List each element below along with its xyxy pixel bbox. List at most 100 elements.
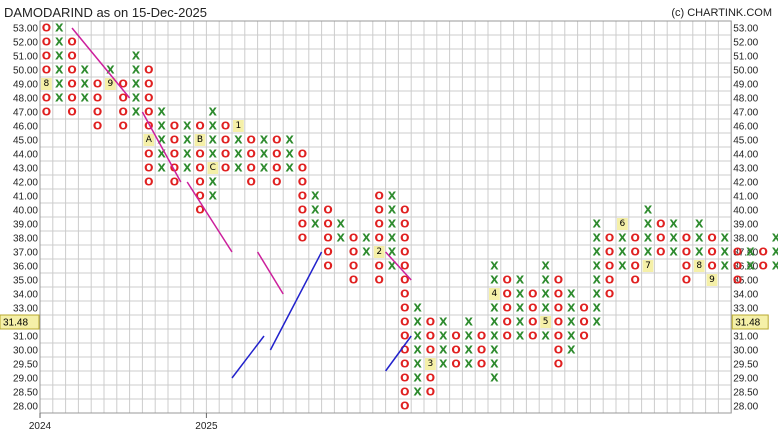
x-box: X [55, 36, 64, 49]
x-box: X [465, 358, 474, 371]
grid [39, 20, 732, 414]
o-box: O [93, 78, 102, 91]
month-marker-bg [143, 134, 155, 146]
month-marker: 2 [376, 247, 382, 257]
x-box: X [618, 232, 627, 245]
x-box: X [644, 218, 653, 231]
o-box: O [426, 344, 435, 357]
y-tick-label-right: 51.00 [733, 52, 758, 63]
x-box: X [285, 148, 294, 161]
x-box: X [721, 246, 730, 259]
o-box: O [503, 274, 512, 287]
y-tick-label-left: 30.00 [13, 346, 38, 357]
x-box: X [541, 260, 550, 273]
month-marker-bg [642, 260, 654, 272]
x-box: X [490, 274, 499, 287]
y-axis-right: 53.00 52.00 51.00 50.00 49.00 48.00 47.00 46.00… [733, 24, 758, 413]
x-box: X [516, 274, 525, 287]
y-tick-label-right: 48.00 [733, 94, 758, 105]
o-box: O [605, 288, 614, 301]
o-box: O [554, 288, 563, 301]
x-box: X [132, 78, 141, 91]
o-box: O [272, 148, 281, 161]
o-box: O [400, 316, 409, 329]
o-box: O [375, 232, 384, 245]
resistance-trendline [385, 251, 412, 281]
o-box: O [707, 260, 716, 273]
x-box: X [337, 218, 346, 231]
x-tick-label: 2024 [29, 421, 52, 432]
o-box: O [119, 120, 128, 133]
o-box: O [323, 260, 332, 273]
o-box: O [298, 162, 307, 175]
support-trendline [231, 335, 265, 379]
o-box: O [554, 302, 563, 315]
x-box: X [593, 232, 602, 245]
o-box: O [375, 218, 384, 231]
month-marker: 9 [709, 275, 715, 285]
o-box: O [503, 330, 512, 343]
o-box: O [349, 246, 358, 259]
x-box: X [490, 260, 499, 273]
x-box: X [209, 148, 218, 161]
y-tick-label-right: 29.50 [733, 360, 758, 371]
resistance-trendline [71, 27, 131, 99]
o-box: O [528, 316, 537, 329]
o-box: O [554, 274, 563, 287]
o-box: O [144, 106, 153, 119]
y-tick-label-left: 45.00 [13, 136, 38, 147]
month-marker: 8 [696, 261, 702, 271]
x-box: X [311, 190, 320, 203]
x-box: X [618, 260, 627, 273]
x-box: X [465, 330, 474, 343]
pf-column-x: XX [746, 246, 755, 273]
o-box: O [298, 148, 307, 161]
o-box: O [375, 260, 384, 273]
x-box: X [388, 204, 397, 217]
o-box: O [144, 120, 153, 133]
o-box: O [144, 176, 153, 189]
y-tick-label-left: 51.00 [13, 52, 38, 63]
x-box: X [362, 232, 371, 245]
x-box: X [695, 218, 704, 231]
o-box: O [67, 92, 76, 105]
o-box: O [579, 316, 588, 329]
current-price-left: 31.48 [0, 314, 40, 330]
o-box: O [528, 288, 537, 301]
o-box: O [733, 260, 742, 273]
o-box: O [221, 162, 230, 175]
y-tick-label-right: 33.00 [733, 304, 758, 315]
pf-column-o: OOO [451, 330, 460, 371]
x-box: X [772, 246, 778, 259]
x-box: X [567, 344, 576, 357]
o-box: O [144, 162, 153, 175]
month-marker: 5 [543, 317, 549, 327]
y-tick-label-left: 28.50 [13, 388, 38, 399]
x-box: X [593, 274, 602, 287]
x-box: X [260, 148, 269, 161]
o-box: O [400, 246, 409, 259]
o-box: O [400, 372, 409, 385]
o-box: O [272, 176, 281, 189]
x-box: X [644, 246, 653, 259]
month-marker: 4 [492, 289, 498, 299]
y-tick-label-right: 50.00 [733, 66, 758, 77]
y-tick-label-right: 28.50 [733, 388, 758, 399]
x-box: X [183, 134, 192, 147]
x-box: X [209, 134, 218, 147]
support-trendline [269, 251, 323, 351]
x-box: X [234, 148, 243, 161]
o-box: O [298, 190, 307, 203]
pf-column-x: XXX [772, 232, 778, 273]
o-box: O [375, 274, 384, 287]
o-box: O [400, 232, 409, 245]
current-price-right: 31.48 [731, 314, 769, 330]
month-marker-bg [425, 358, 436, 370]
y-tick-label-right: 40.00 [733, 206, 758, 217]
